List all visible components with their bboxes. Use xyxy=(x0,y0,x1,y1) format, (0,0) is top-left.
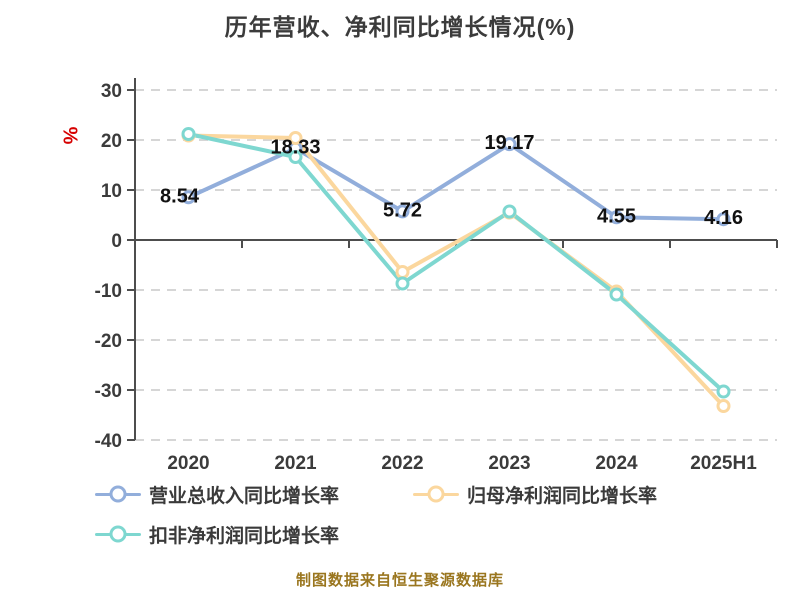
x-tick-label: 2025H1 xyxy=(690,453,757,474)
legend-item-net-profit-growth: 归母净利润同比增长率 xyxy=(413,483,658,507)
y-tick-label: 10 xyxy=(101,181,122,202)
data-point-label: 8.54 xyxy=(160,185,200,207)
data-point-label: 5.72 xyxy=(383,199,422,221)
data-point xyxy=(609,210,624,225)
legend-label-net-profit: 归母净利润同比增长率 xyxy=(467,485,658,507)
legend-line-non-gaap xyxy=(95,525,141,543)
y-tick-label: -20 xyxy=(95,331,122,352)
legend-label-revenue: 营业总收入同比增长率 xyxy=(149,485,340,507)
data-point xyxy=(502,204,517,219)
series-line-0 xyxy=(186,142,726,222)
data-point xyxy=(716,384,731,399)
legend-item-revenue-growth: 营业总收入同比增长率 xyxy=(95,483,340,507)
x-tick-label: 2023 xyxy=(488,453,530,474)
data-point-label: 4.55 xyxy=(597,205,636,227)
y-tick-label: 0 xyxy=(111,231,122,252)
x-tick-label: 2020 xyxy=(167,453,209,474)
source-note: 制图数据来自恒生聚源数据库 xyxy=(295,572,504,589)
legend-marker-icon xyxy=(427,485,445,503)
data-point xyxy=(181,127,196,141)
legend-marker-icon xyxy=(109,525,127,543)
data-point xyxy=(609,287,624,302)
chart-title: 历年营收、净利同比增长情况(%) xyxy=(224,14,576,40)
data-point-label: 19.17 xyxy=(484,132,534,154)
data-point-label: 4.16 xyxy=(704,207,743,229)
data-point xyxy=(288,150,303,164)
data-point xyxy=(395,265,410,279)
data-point xyxy=(716,399,731,413)
y-tick-label: -40 xyxy=(95,431,122,452)
x-tick-label: 2021 xyxy=(274,453,317,474)
y-tick-label: -30 xyxy=(95,381,122,402)
data-point xyxy=(288,131,303,145)
data-point xyxy=(716,212,731,227)
legend-marker-icon xyxy=(109,485,127,503)
y-tick-label: 30 xyxy=(101,81,122,102)
data-point xyxy=(395,204,410,219)
y-tick-label: -10 xyxy=(95,281,122,302)
x-tick-label: 2022 xyxy=(381,453,423,474)
series-line-2 xyxy=(186,132,726,394)
legend-line-net-profit xyxy=(413,485,459,503)
legend-line-revenue xyxy=(95,485,141,503)
data-point xyxy=(395,276,410,291)
data-point-label: 18.33 xyxy=(270,136,320,158)
data-point xyxy=(502,137,517,152)
y-tick-label: 20 xyxy=(101,131,122,152)
legend-label-non-gaap: 扣非净利润同比增长率 xyxy=(149,525,340,547)
x-tick-label: 2024 xyxy=(595,453,638,474)
legend-item-non-gaap-profit-growth: 扣非净利润同比增长率 xyxy=(95,523,340,547)
data-point xyxy=(181,190,196,205)
